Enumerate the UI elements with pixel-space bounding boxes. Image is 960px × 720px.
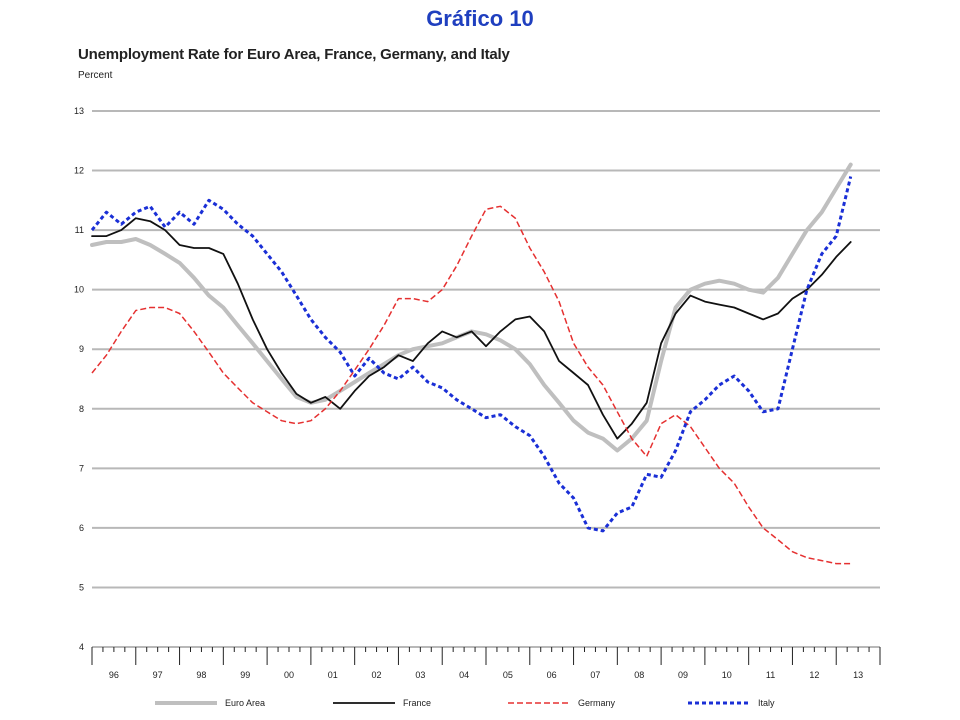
x-tick-label: 99 [240,670,250,680]
x-tick-label: 09 [678,670,688,680]
x-tick-label: 12 [809,670,819,680]
x-tick-label: 96 [109,670,119,680]
slide-title: Gráfico 10 [426,6,534,31]
series-lines [90,162,853,565]
series-line-germany [91,205,851,565]
x-tick-label: 03 [415,670,425,680]
x-tick-label: 07 [590,670,600,680]
chart-title: Unemployment Rate for Euro Area, France,… [78,46,510,63]
y-axis-unit-label: Percent [78,70,113,81]
y-tick-label: 5 [79,582,84,592]
y-tick-label: 10 [74,285,84,295]
y-axis-ticks: 4 5 6 7 8 9 10 11 12 13 [74,106,84,652]
series-line-france [91,217,852,440]
legend: Euro Area France Germany Italy [155,698,775,708]
x-tick-label: 98 [196,670,206,680]
y-tick-label: 13 [74,106,84,116]
x-tick-label: 13 [853,670,863,680]
y-tick-label: 12 [74,166,84,176]
x-tick-label: 02 [372,670,382,680]
legend-label: Euro Area [225,698,265,708]
x-tick-label: 05 [503,670,513,680]
x-axis: 96 97 98 99 00 01 02 03 04 05 06 07 08 09 10 11 12 13 [91,647,881,680]
x-tick-label: 97 [153,670,163,680]
x-tick-label: 11 [766,670,775,680]
y-tick-label: 6 [79,523,84,533]
y-tick-label: 7 [79,463,84,473]
y-tick-label: 4 [79,642,84,652]
x-tick-label: 04 [459,670,469,680]
y-tick-label: 8 [79,404,84,414]
gridlines [92,110,880,648]
y-tick-label: 11 [75,225,84,235]
x-tick-label: 06 [547,670,557,680]
legend-label: Germany [578,698,616,708]
x-tick-label: 00 [284,670,294,680]
x-tick-label: 08 [634,670,644,680]
legend-label: France [403,698,431,708]
x-tick-label: 10 [722,670,732,680]
legend-label: Italy [758,698,775,708]
y-tick-label: 9 [79,344,84,354]
x-tick-label: 01 [328,670,338,680]
